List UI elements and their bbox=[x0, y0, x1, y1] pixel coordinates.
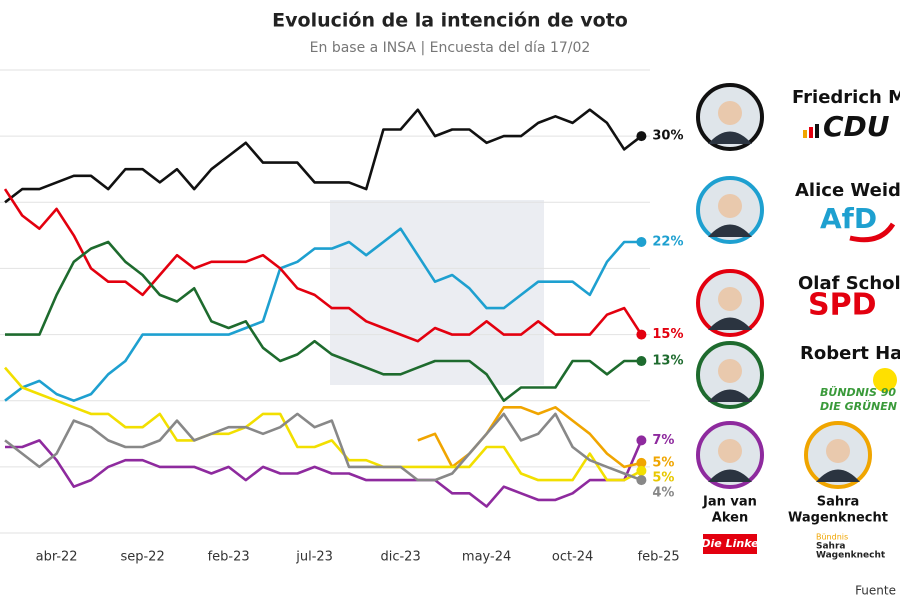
logo-sun bbox=[873, 368, 897, 392]
party-logo: DIE GRÜNEN bbox=[820, 399, 897, 413]
x-tick-label: feb-25 bbox=[638, 550, 680, 565]
avatar-body bbox=[708, 469, 752, 482]
series-line bbox=[4, 366, 643, 482]
avatar-body bbox=[816, 469, 860, 482]
avatar-face bbox=[718, 439, 742, 463]
end-label: 22% bbox=[652, 234, 683, 249]
end-label: 7% bbox=[652, 433, 674, 448]
party-logo: Wagenknecht bbox=[816, 551, 886, 561]
end-dot bbox=[636, 329, 647, 340]
logo-bar bbox=[803, 130, 807, 138]
avatar-body bbox=[708, 317, 752, 330]
x-tick-label: may-24 bbox=[462, 550, 511, 565]
avatar-face bbox=[718, 101, 742, 125]
end-label: 13% bbox=[652, 354, 683, 369]
avatar-face bbox=[718, 194, 742, 218]
series-line bbox=[5, 240, 642, 402]
end-label: 30% bbox=[652, 129, 683, 144]
avatar-body bbox=[708, 224, 752, 237]
party-logo: SPD bbox=[808, 288, 877, 323]
end-dot bbox=[636, 475, 647, 486]
end-dot bbox=[636, 457, 647, 468]
logo-box bbox=[703, 534, 757, 554]
x-tick-label: feb-23 bbox=[208, 550, 250, 565]
x-tick-label: jul-23 bbox=[295, 550, 333, 565]
series-line bbox=[4, 227, 642, 402]
candidate-name: Sahra bbox=[817, 495, 860, 510]
series-line bbox=[5, 439, 643, 508]
end-dot bbox=[636, 356, 647, 367]
party-logo: CDU bbox=[823, 110, 890, 143]
source: Fuente bbox=[855, 584, 896, 598]
candidate-name: Alice Weid bbox=[795, 180, 900, 201]
series-line bbox=[3, 188, 643, 343]
end-dot bbox=[636, 465, 647, 476]
party-logo: BÜNDNIS 90 bbox=[820, 385, 896, 399]
logo-arrow bbox=[849, 222, 896, 243]
avatar-body bbox=[708, 131, 752, 144]
candidate-name: Olaf Schol bbox=[798, 273, 900, 294]
series-line bbox=[417, 406, 642, 469]
end-label: 15% bbox=[652, 327, 683, 342]
series-line bbox=[4, 412, 642, 482]
logo-bar bbox=[809, 127, 813, 138]
candidate-name: Robert Ha bbox=[800, 343, 900, 364]
end-dot bbox=[636, 131, 647, 142]
watermark bbox=[330, 200, 544, 385]
candidate-name: Friedrich M bbox=[792, 87, 900, 108]
x-tick-label: sep-22 bbox=[120, 550, 164, 565]
title: Evolución de la intención de voto bbox=[272, 10, 628, 32]
avatar-body bbox=[708, 389, 752, 402]
x-tick-label: abr-22 bbox=[36, 550, 78, 565]
subtitle: En base a INSA | Encuesta del día 17/02 bbox=[310, 40, 591, 56]
party-logo: Sahra bbox=[816, 542, 845, 552]
avatar-face bbox=[718, 287, 742, 311]
candidate-name: Aken bbox=[712, 511, 748, 526]
avatar-face bbox=[826, 439, 850, 463]
end-label: 4% bbox=[652, 485, 674, 500]
logo-bar bbox=[815, 124, 819, 138]
x-tick-label: dic-23 bbox=[380, 550, 420, 565]
party-logo: AfD bbox=[820, 202, 877, 235]
candidate-name: Wagenknecht bbox=[788, 511, 888, 526]
end-label: 5% bbox=[652, 470, 674, 485]
x-tick-label: oct-24 bbox=[552, 550, 593, 565]
end-dot bbox=[636, 236, 647, 247]
party-logo: Bündnis bbox=[816, 533, 848, 542]
end-dot bbox=[636, 435, 647, 446]
candidate-name: Jan van bbox=[702, 495, 757, 510]
avatar-face bbox=[718, 359, 742, 383]
end-label: 5% bbox=[652, 455, 674, 470]
series-line bbox=[4, 108, 643, 204]
party-logo: Die Linke bbox=[701, 537, 759, 550]
